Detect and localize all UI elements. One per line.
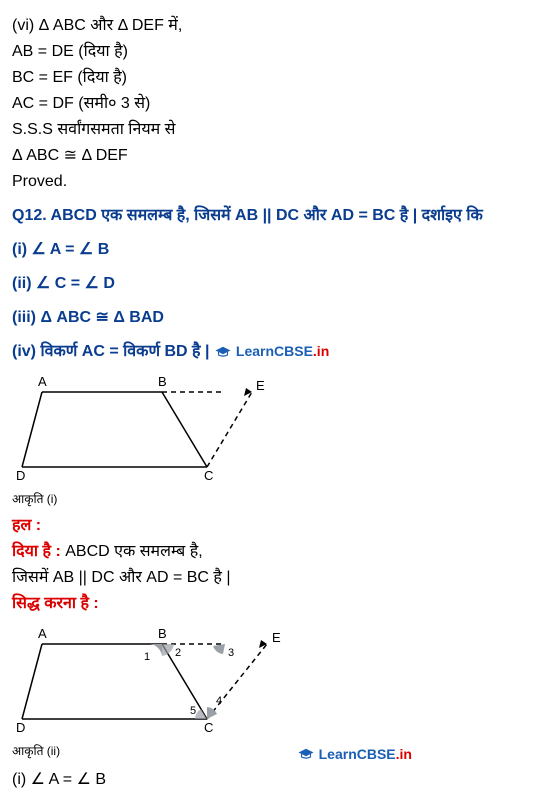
proof-line: S.S.S सर्वांगसमता नियम से	[12, 118, 530, 142]
given-label: दिया है :	[12, 543, 61, 560]
prove-label: सिद्ध करना है :	[12, 592, 530, 616]
learncbse-badge: LearnCBSE.in	[214, 341, 329, 362]
q12-part-i: (i) ∠ A = ∠ B	[12, 238, 530, 262]
figure-2: A B E D C 1 2 3 4 5 आकृति (ii) LearnCBSE…	[12, 624, 530, 766]
q12-heading: Q12. ABCD एक समलम्ब है, जिसमें AB || DC …	[12, 204, 530, 228]
svg-text:E: E	[272, 630, 281, 645]
given-line: दिया है : ABCD एक समलम्ब है,	[12, 540, 530, 564]
q12-iv-text: (iv) विकर्ण AC = विकर्ण BD है |	[12, 343, 214, 360]
proof-line: Proved.	[12, 170, 530, 194]
svg-text:E: E	[256, 378, 265, 393]
svg-text:3: 3	[228, 647, 234, 659]
svg-text:A: A	[38, 374, 47, 389]
given-line-2: जिसमें AB || DC और AD = BC है |	[12, 566, 530, 590]
svg-text:C: C	[204, 468, 213, 482]
given-text: ABCD एक समलम्ब है,	[61, 543, 203, 560]
svg-text:A: A	[38, 626, 47, 641]
q12-part-iv: (iv) विकर्ण AC = विकर्ण BD है | LearnCBS…	[12, 340, 530, 364]
last-line: (i) ∠ A = ∠ B	[12, 768, 530, 792]
figure-2-label: आकृति (ii)	[12, 742, 60, 760]
graduation-cap-icon	[297, 747, 315, 761]
proof-line: Δ ABC ≅ Δ DEF	[12, 144, 530, 168]
proof-line: (vi) Δ ABC और Δ DEF में,	[12, 14, 530, 38]
brand-name: LearnCBSE	[236, 341, 313, 362]
svg-text:D: D	[16, 720, 25, 734]
svg-text:1: 1	[144, 651, 150, 663]
figure-1: A B E D C आकृति (i)	[12, 372, 530, 508]
svg-text:B: B	[158, 626, 167, 641]
svg-text:2: 2	[175, 647, 181, 659]
brand-name: LearnCBSE	[319, 744, 396, 765]
q12-part-ii: (ii) ∠ C = ∠ D	[12, 272, 530, 296]
svg-text:B: B	[158, 374, 167, 389]
learncbse-badge: LearnCBSE.in	[297, 744, 412, 765]
brand-suffix: .in	[313, 341, 329, 362]
graduation-cap-icon	[214, 345, 232, 359]
proof-line: AC = DF (समी० 3 से)	[12, 92, 530, 116]
svg-text:4: 4	[216, 695, 222, 707]
svg-text:5: 5	[190, 705, 196, 717]
q12-part-iii: (iii) Δ ABC ≅ Δ BAD	[12, 306, 530, 330]
figure-1-label: आकृति (i)	[12, 490, 530, 508]
brand-suffix: .in	[396, 744, 412, 765]
proof-line: BC = EF (दिया है)	[12, 66, 530, 90]
svg-text:C: C	[204, 720, 213, 734]
solution-title: हल :	[12, 514, 530, 538]
proof-line: AB = DE (दिया है)	[12, 40, 530, 64]
svg-text:D: D	[16, 468, 25, 482]
